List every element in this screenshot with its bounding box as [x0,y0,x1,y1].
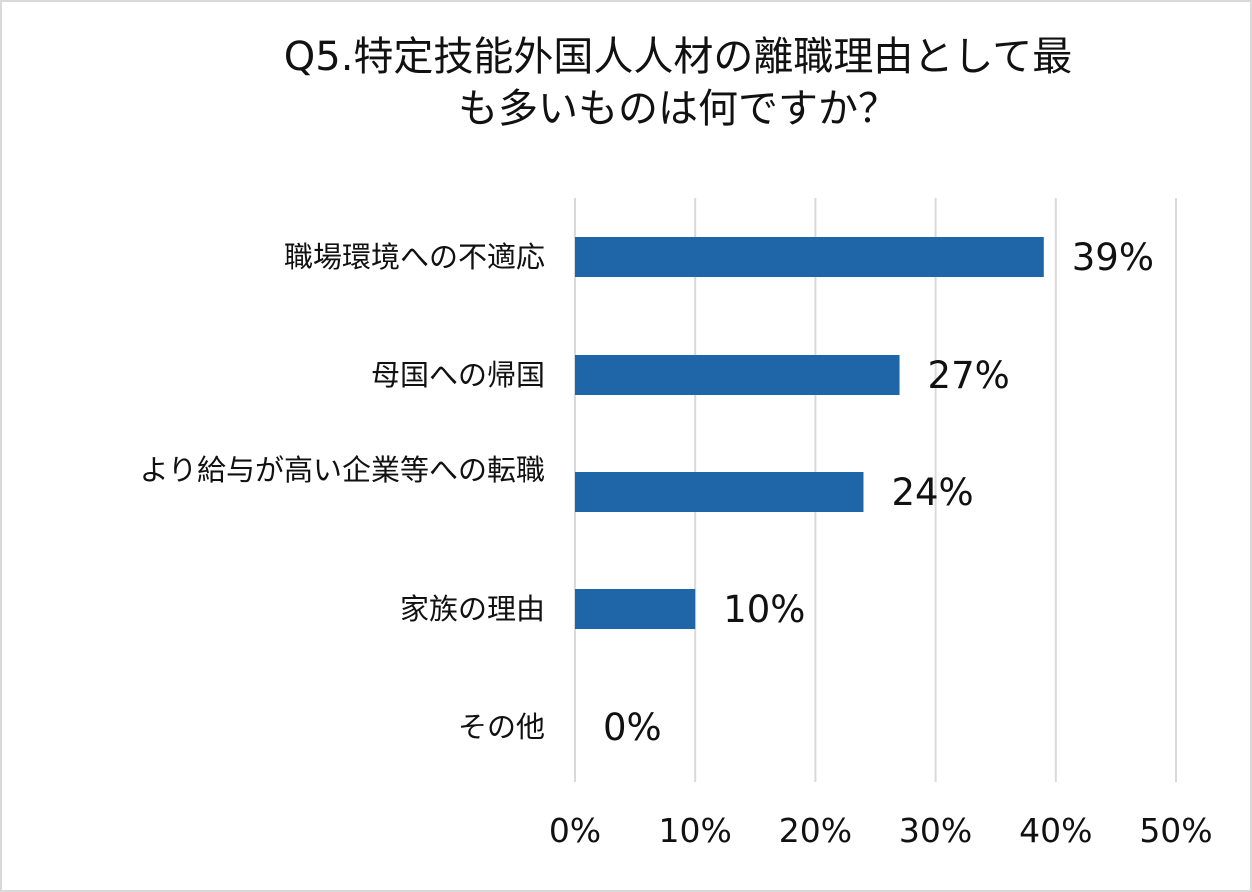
category-label: 母国への帰国 [371,358,545,392]
category-label: その他 [458,710,545,744]
data-label: 39% [1072,236,1154,279]
category-label: 家族の理由 [400,592,545,626]
category-label: 職場環境への不適応 [284,240,545,274]
x-axis-tick-labels: 0% 10% 20% 30% 40% 50% [549,811,1213,850]
chart-title: Q5.特定技能外国人人材の離職理由として最 も多いものは何ですか？ [284,34,1072,132]
chart-title-line-1: Q5.特定技能外国人人材の離職理由として最 [284,34,1072,80]
bar [575,355,900,395]
bar [575,472,864,512]
x-tick-label: 40% [1019,811,1092,850]
bar [575,589,696,629]
chart-title-line-2: も多いものは何ですか？ [458,86,898,132]
x-tick-label: 50% [1139,811,1212,850]
category-label: より給与が高い企業等への転職 [140,453,545,487]
x-tick-label: 0% [549,811,601,850]
bar [575,237,1044,277]
x-tick-label: 20% [779,811,852,850]
data-labels: 39% 27% 24% 10% 0% [603,236,1154,749]
x-tick-label: 10% [659,811,732,850]
data-label: 24% [891,471,973,514]
data-label: 0% [603,706,662,749]
data-label: 27% [928,354,1010,397]
bars [575,237,1044,629]
data-label: 10% [723,588,805,631]
x-tick-label: 30% [899,811,972,850]
